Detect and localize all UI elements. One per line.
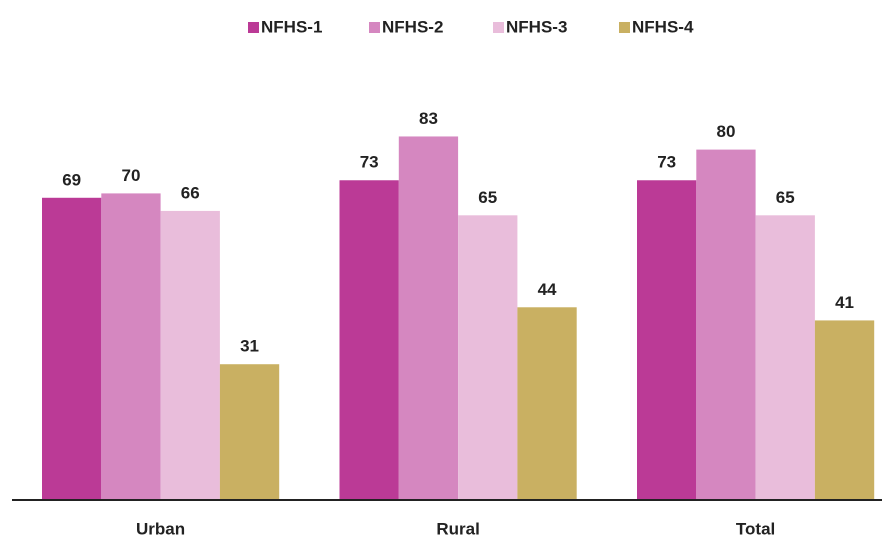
value-label: 83: [419, 109, 438, 128]
bar: [517, 307, 577, 500]
value-label: 44: [538, 280, 557, 299]
legend-label: NFHS-4: [632, 17, 694, 36]
value-label: 73: [657, 153, 676, 172]
bar: [219, 364, 280, 500]
bar: [339, 180, 399, 500]
x-tick-label: Urban: [136, 519, 185, 538]
bar: [696, 149, 756, 500]
value-label: 80: [716, 122, 735, 141]
legend-label: NFHS-3: [506, 17, 567, 36]
legend-swatch: [493, 22, 504, 33]
bar: [814, 320, 875, 500]
bar: [101, 193, 161, 500]
value-label: 69: [62, 170, 81, 189]
value-label: 41: [835, 293, 854, 312]
value-label: 73: [360, 153, 379, 172]
legend-swatch: [369, 22, 380, 33]
legend-label: NFHS-1: [261, 17, 322, 36]
value-label: 65: [478, 188, 497, 207]
bar: [458, 215, 518, 501]
value-label: 65: [776, 188, 795, 207]
x-tick-label: Rural: [436, 519, 479, 538]
value-label: 70: [121, 166, 140, 185]
bar: [637, 180, 697, 500]
bar: [755, 215, 815, 501]
bar: [398, 136, 459, 500]
legend-swatch: [619, 22, 630, 33]
legend-swatch: [248, 22, 259, 33]
legend-label: NFHS-2: [382, 17, 443, 36]
value-label: 66: [181, 183, 200, 202]
bar: [160, 210, 220, 501]
bar: [42, 197, 102, 500]
x-tick-label: Total: [736, 519, 775, 538]
value-label: 31: [240, 337, 259, 356]
